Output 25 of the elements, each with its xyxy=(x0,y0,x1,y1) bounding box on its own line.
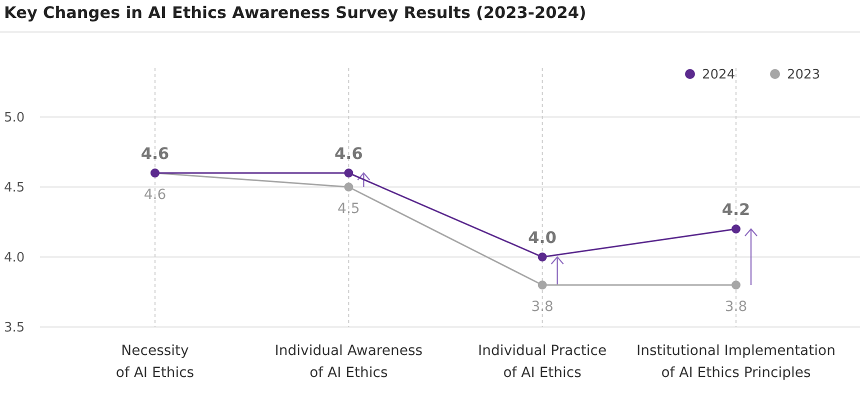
legend-label: 2024 xyxy=(702,68,736,83)
data-label: 4.2 xyxy=(722,200,750,219)
y-tick-label: 3.5 xyxy=(4,320,25,336)
y-tick-label: 4.0 xyxy=(4,250,25,266)
point xyxy=(344,182,354,192)
x-tick-label: Individual Practice of AI Ethics xyxy=(478,343,607,381)
y-tick-label: 5.0 xyxy=(4,110,25,126)
x-tick-label: Institutional Implementation of AI Ethics Principles xyxy=(636,343,836,381)
x-tick-label: Necessity of AI Ethics xyxy=(116,343,194,381)
data-label: 3.8 xyxy=(724,299,748,315)
point xyxy=(732,280,740,290)
point xyxy=(538,280,547,290)
data-label: 4.6 xyxy=(140,144,170,163)
chart-title: Key Changes in AI Ethics Awareness Survey Results (2023-2024) xyxy=(4,3,586,22)
data-label: 4.6 xyxy=(144,187,166,203)
data-label: 4.0 xyxy=(528,228,557,247)
point xyxy=(538,252,547,262)
data-label: 4.6 xyxy=(334,144,363,163)
point xyxy=(344,168,354,178)
data-label: 3.8 xyxy=(531,299,554,315)
data-label: 4.5 xyxy=(338,201,360,217)
y-tick-label: 4.5 xyxy=(4,180,25,196)
legend-label: 2023 xyxy=(787,68,820,83)
point xyxy=(732,224,740,234)
x-tick-label: Individual Awareness of AI Ethics xyxy=(274,343,423,381)
